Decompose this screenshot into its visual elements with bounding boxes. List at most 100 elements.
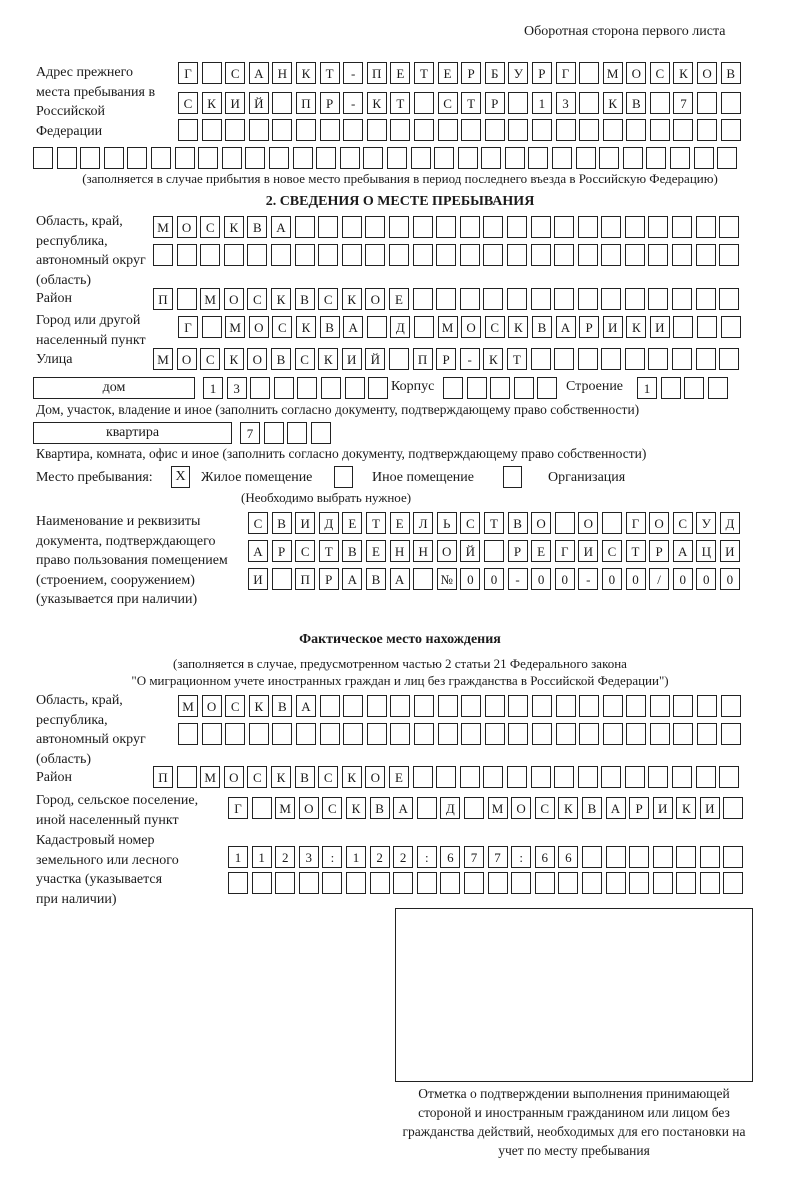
char-cell[interactable]: Т [625, 540, 646, 562]
char-cell[interactable]: Г [178, 62, 198, 84]
char-cell[interactable] [695, 348, 716, 370]
char-cell[interactable]: Р [484, 92, 505, 114]
char-cell[interactable] [720, 695, 741, 717]
char-cell[interactable] [602, 119, 623, 141]
char-cell[interactable] [251, 872, 272, 894]
char-cell[interactable]: Е [437, 62, 458, 84]
char-cell[interactable]: А [393, 797, 414, 819]
char-cell[interactable] [511, 872, 532, 894]
char-cell[interactable]: 1 [345, 846, 366, 868]
char-cell[interactable] [174, 147, 195, 169]
char-cell[interactable] [268, 147, 289, 169]
char-cell[interactable]: О [248, 316, 269, 338]
char-cell[interactable] [318, 244, 339, 266]
char-cell[interactable] [554, 512, 575, 534]
char-cell[interactable]: Т [318, 540, 339, 562]
char-cell[interactable]: Н [389, 540, 410, 562]
char-cell[interactable] [720, 316, 741, 338]
char-cell[interactable] [720, 723, 741, 745]
char-cell[interactable] [271, 568, 292, 590]
char-cell[interactable] [341, 244, 362, 266]
char-cell[interactable] [292, 147, 313, 169]
char-cell[interactable] [719, 216, 740, 238]
char-cell[interactable]: 2 [393, 846, 414, 868]
char-cell[interactable]: В [271, 512, 292, 534]
char-cell[interactable] [626, 119, 647, 141]
char-cell[interactable]: 0 [531, 568, 552, 590]
char-cell[interactable] [723, 846, 744, 868]
char-cell[interactable] [410, 147, 431, 169]
char-cell[interactable]: У [508, 62, 529, 84]
char-cell[interactable]: Р [531, 62, 552, 84]
char-cell[interactable] [530, 244, 551, 266]
char-cell[interactable]: 1 [228, 846, 248, 868]
char-cell[interactable]: И [649, 316, 670, 338]
char-cell[interactable] [287, 422, 308, 444]
char-cell[interactable]: К [602, 92, 623, 114]
char-cell[interactable]: 2 [369, 846, 390, 868]
char-cell[interactable]: К [341, 288, 362, 310]
char-cell[interactable] [579, 92, 600, 114]
char-cell[interactable]: П [366, 62, 387, 84]
char-cell[interactable]: Е [365, 540, 386, 562]
char-cell[interactable] [530, 288, 551, 310]
char-cell[interactable]: К [483, 348, 504, 370]
char-cell[interactable]: С [295, 540, 316, 562]
char-cell[interactable] [263, 422, 284, 444]
char-cell[interactable] [434, 147, 455, 169]
char-cell[interactable] [221, 147, 242, 169]
char-cell[interactable] [555, 119, 576, 141]
char-cell[interactable] [294, 244, 315, 266]
char-cell[interactable]: К [558, 797, 579, 819]
char-cell[interactable]: О [298, 797, 319, 819]
char-cell[interactable] [720, 92, 741, 114]
char-cell[interactable] [388, 348, 409, 370]
char-cell[interactable] [294, 216, 315, 238]
char-cell[interactable] [506, 288, 527, 310]
char-cell[interactable] [601, 766, 622, 788]
previous-address-row-4[interactable] [33, 147, 741, 169]
char-cell[interactable] [80, 147, 101, 169]
char-cell[interactable] [508, 119, 529, 141]
char-cell[interactable]: О [531, 512, 552, 534]
char-cell[interactable] [649, 695, 670, 717]
char-cell[interactable] [176, 244, 197, 266]
char-cell[interactable] [250, 377, 271, 399]
char-cell[interactable] [695, 216, 716, 238]
char-cell[interactable] [457, 147, 478, 169]
char-cell[interactable] [649, 92, 670, 114]
char-cell[interactable]: М [275, 797, 296, 819]
char-cell[interactable]: Л [413, 512, 434, 534]
char-cell[interactable] [150, 147, 171, 169]
char-cell[interactable]: 1 [251, 846, 272, 868]
char-cell[interactable]: Е [388, 766, 409, 788]
char-cell[interactable] [200, 244, 221, 266]
char-cell[interactable] [201, 316, 222, 338]
char-cell[interactable] [388, 244, 409, 266]
char-cell[interactable]: И [341, 348, 362, 370]
char-cell[interactable] [622, 147, 643, 169]
char-cell[interactable] [365, 216, 386, 238]
char-cell[interactable]: И [602, 316, 623, 338]
char-cell[interactable] [624, 766, 645, 788]
char-cell[interactable]: К [270, 288, 291, 310]
char-cell[interactable]: М [153, 348, 173, 370]
char-cell[interactable]: К [508, 316, 529, 338]
char-cell[interactable]: 0 [601, 568, 622, 590]
char-cell[interactable]: 2 [275, 846, 296, 868]
char-cell[interactable]: А [389, 568, 410, 590]
char-cell[interactable]: 1 [531, 92, 552, 114]
char-cell[interactable]: Н [413, 540, 434, 562]
char-cell[interactable] [624, 244, 645, 266]
char-cell[interactable]: А [672, 540, 693, 562]
char-cell[interactable] [601, 288, 622, 310]
char-cell[interactable] [366, 119, 387, 141]
char-cell[interactable]: С [225, 62, 246, 84]
char-cell[interactable] [719, 288, 740, 310]
char-cell[interactable]: П [153, 766, 173, 788]
char-cell[interactable] [201, 723, 222, 745]
char-cell[interactable] [466, 377, 487, 399]
char-cell[interactable]: П [295, 568, 316, 590]
